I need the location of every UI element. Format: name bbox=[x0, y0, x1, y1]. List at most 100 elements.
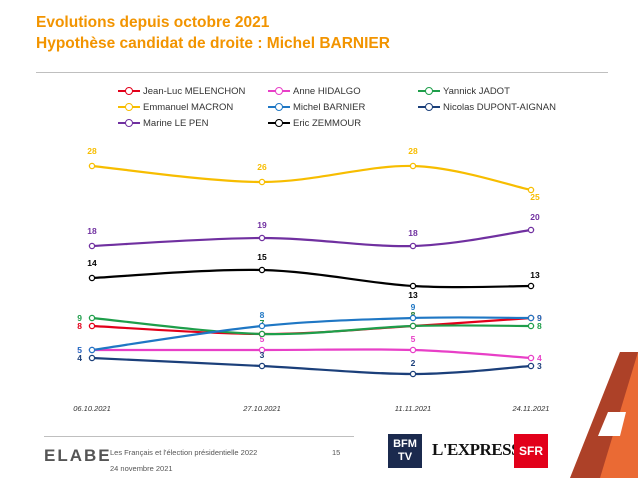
legend-label: Marine LE PEN bbox=[143, 117, 209, 129]
page-number: 15 bbox=[332, 448, 341, 457]
legend-swatch bbox=[118, 100, 140, 114]
data-point bbox=[258, 330, 266, 338]
data-point bbox=[409, 314, 417, 322]
data-point bbox=[409, 322, 417, 330]
data-label: 5 bbox=[260, 334, 265, 344]
legend-label: Emmanuel MACRON bbox=[143, 101, 234, 113]
x-tick-label: 24.11.2021 bbox=[512, 404, 550, 413]
data-point bbox=[527, 282, 535, 290]
lexpress-logo: L'EXPRESS bbox=[432, 440, 521, 459]
data-label: 18 bbox=[87, 226, 97, 236]
data-label: 5 bbox=[77, 345, 82, 355]
data-point bbox=[88, 162, 96, 170]
series-line-3 bbox=[91, 164, 532, 192]
series-line-4 bbox=[91, 316, 532, 352]
legend-item: Yannick JADOT bbox=[418, 84, 510, 98]
legend-label: Nicolas DUPONT-AIGNAN bbox=[443, 101, 556, 113]
legend-item: Michel BARNIER bbox=[268, 100, 365, 114]
data-point bbox=[527, 362, 535, 370]
data-label: 5 bbox=[411, 334, 416, 344]
data-label: 26 bbox=[257, 162, 267, 172]
data-point bbox=[409, 370, 417, 378]
data-label: 13 bbox=[408, 290, 418, 300]
legend-item: Nicolas DUPONT-AIGNAN bbox=[418, 100, 556, 114]
data-label: 15 bbox=[257, 252, 267, 262]
legend-swatch bbox=[268, 84, 290, 98]
legend-swatch bbox=[418, 100, 440, 114]
data-label: 25 bbox=[530, 192, 540, 202]
data-point bbox=[88, 242, 96, 250]
data-label: 28 bbox=[87, 146, 97, 156]
data-label: 13 bbox=[530, 270, 540, 280]
data-label: 9 bbox=[537, 313, 542, 323]
data-point bbox=[409, 282, 417, 290]
data-label: 8 bbox=[260, 310, 265, 320]
data-point bbox=[88, 354, 96, 362]
legend-swatch bbox=[118, 84, 140, 98]
elabe-logo: ELABE bbox=[44, 446, 112, 465]
series-line-7 bbox=[91, 268, 532, 289]
decorative-triangle-icon bbox=[570, 352, 638, 478]
legend-item: Emmanuel MACRON bbox=[118, 100, 233, 114]
data-label: 2 bbox=[411, 358, 416, 368]
data-label: 14 bbox=[87, 258, 97, 268]
series-line-2 bbox=[91, 316, 532, 336]
bfmtv-logo: BFM TV bbox=[388, 434, 422, 468]
legend-label: Eric ZEMMOUR bbox=[293, 117, 362, 129]
legend-label: Jean-Luc MELENCHON bbox=[143, 85, 246, 97]
data-point bbox=[527, 354, 535, 362]
x-tick-label: 06.10.2021 bbox=[73, 404, 111, 413]
sfr-logo: SFR bbox=[514, 434, 548, 468]
data-point bbox=[527, 314, 535, 322]
series-line-6 bbox=[91, 228, 532, 248]
data-label: 5 bbox=[77, 345, 82, 355]
series-line-1 bbox=[92, 348, 532, 360]
data-label: 18 bbox=[408, 228, 418, 238]
legend-item: Marine LE PEN bbox=[118, 116, 208, 130]
data-label: 4 bbox=[77, 353, 82, 363]
data-point bbox=[409, 346, 417, 354]
data-label: 20 bbox=[530, 212, 540, 222]
legend-swatch bbox=[268, 100, 290, 114]
footer-study: Les Français et l'élection présidentiell… bbox=[110, 448, 258, 457]
data-point bbox=[258, 234, 266, 242]
x-tick-label: 27.10.2021 bbox=[242, 404, 281, 413]
legend-swatch bbox=[268, 116, 290, 130]
data-label: 28 bbox=[408, 146, 418, 156]
footer-date: 24 novembre 2021 bbox=[110, 464, 173, 473]
data-label: 3 bbox=[260, 350, 265, 360]
data-point bbox=[527, 322, 535, 330]
data-label: 9 bbox=[411, 302, 416, 312]
series-line-5 bbox=[91, 356, 532, 376]
footer-divider bbox=[44, 436, 354, 437]
chart-subtitle: Hypothèse candidat de droite : Michel BA… bbox=[36, 35, 390, 52]
data-point bbox=[409, 162, 417, 170]
chart-title: Evolutions depuis octobre 2021 bbox=[36, 14, 270, 31]
data-point bbox=[88, 274, 96, 282]
data-label: 8 bbox=[77, 321, 82, 331]
data-point bbox=[527, 186, 535, 194]
legend-swatch bbox=[118, 116, 140, 130]
legend-label: Anne HIDALGO bbox=[293, 85, 361, 97]
legend-item: Anne HIDALGO bbox=[268, 84, 361, 98]
data-point bbox=[88, 322, 96, 330]
legend-swatch bbox=[418, 84, 440, 98]
x-tick-label: 11.11.2021 bbox=[395, 404, 431, 413]
data-point bbox=[258, 322, 266, 330]
data-point bbox=[258, 178, 266, 186]
data-point bbox=[258, 362, 266, 370]
data-label: 19 bbox=[257, 220, 267, 230]
data-label: 3 bbox=[537, 361, 542, 371]
data-point bbox=[527, 226, 535, 234]
data-point bbox=[258, 346, 266, 354]
data-label: 9 bbox=[77, 313, 82, 323]
legend-item: Jean-Luc MELENCHON bbox=[118, 84, 245, 98]
data-point bbox=[409, 242, 417, 250]
legend-label: Michel BARNIER bbox=[293, 101, 366, 113]
data-label: 4 bbox=[537, 353, 542, 363]
data-point bbox=[88, 314, 96, 322]
header-divider bbox=[36, 72, 608, 73]
legend-label: Yannick JADOT bbox=[443, 85, 510, 97]
legend-item: Eric ZEMMOUR bbox=[268, 116, 361, 130]
